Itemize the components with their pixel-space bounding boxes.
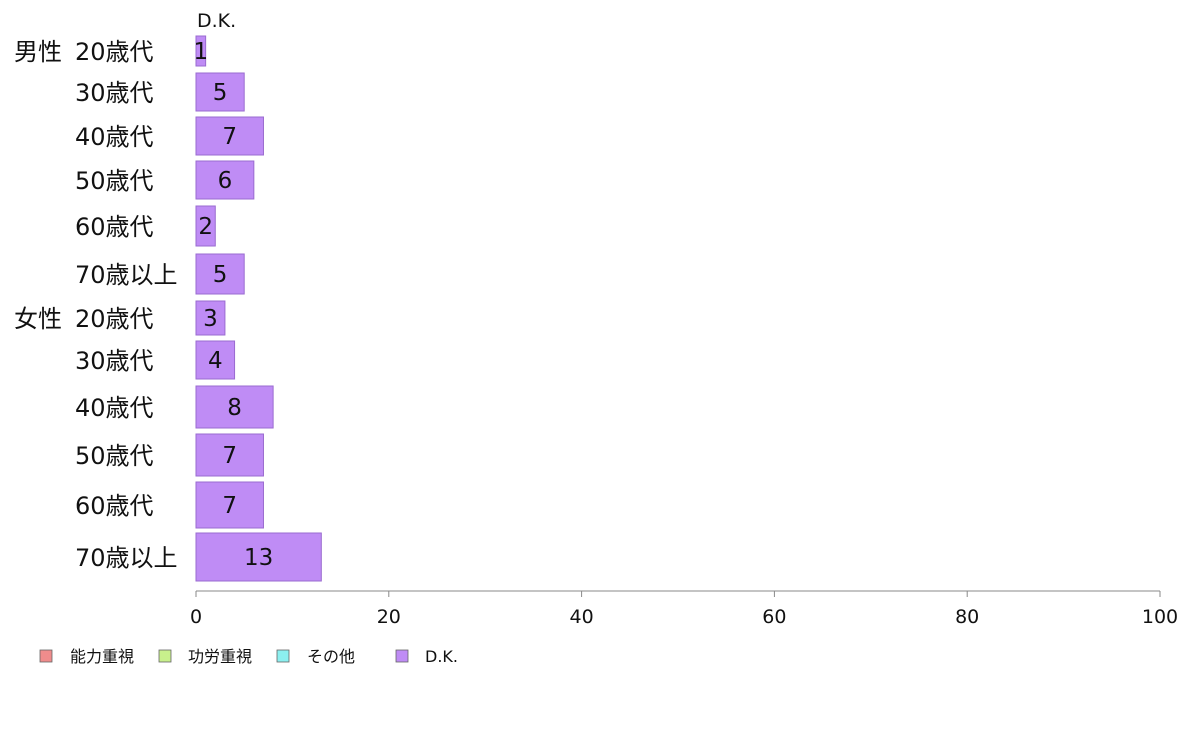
category-label: 60歳代 [75,492,154,520]
series-title: D.K. [197,10,236,32]
x-tick-label: 100 [1142,606,1178,628]
legend-swatch [276,649,290,663]
bar [195,116,264,156]
bar-value-label: 7 [222,124,237,150]
bar-value-label: 7 [222,443,237,469]
bar [195,205,216,247]
bar-value-label: 1 [193,39,208,65]
legend-swatch [158,649,172,663]
bar [195,340,236,380]
bars [195,35,322,582]
legend: 能力重視 功労重視 その他 D.K. [39,647,458,666]
x-tick-label: 0 [190,606,202,628]
bar [195,72,245,112]
bar-value-label: 7 [222,493,237,519]
category-label: 30歳代 [75,79,154,107]
bar [195,300,226,336]
category-label: 20歳代 [75,38,154,66]
category-label: 20歳代 [75,305,154,333]
bar [195,253,245,295]
bar-value-label: 8 [227,395,242,421]
group-label: 男性 [14,38,62,66]
bar [195,385,274,429]
x-tick-label: 40 [570,606,594,628]
bar-value-label: 5 [213,80,228,106]
bar-value-label: 2 [198,214,213,240]
legend-label: 能力重視 [70,647,134,666]
category-label: 60歳代 [75,213,154,241]
x-tick-label: 80 [955,606,979,628]
bar-value-label: 6 [218,168,233,194]
category-label: 40歳代 [75,394,154,422]
group-label: 女性 [14,305,62,333]
category-label: 40歳代 [75,123,154,151]
bar-value-label: 13 [244,545,273,571]
bar [195,160,255,200]
bar-value-label: 4 [208,348,223,374]
bar-value-label: 3 [203,306,218,332]
x-tick-label: 20 [377,606,401,628]
category-label: 70歳以上 [75,261,178,289]
category-label: 50歳代 [75,167,154,195]
legend-label: D.K. [425,647,458,666]
legend-label: その他 [307,647,355,666]
category-label: 50歳代 [75,442,154,470]
legend-label: 功労重視 [188,647,252,666]
x-axis: 0 20 40 60 80 100 [190,590,1178,628]
legend-swatch [39,649,53,663]
x-tick-label: 60 [762,606,786,628]
bar-value-label: 5 [213,262,228,288]
category-label: 70歳以上 [75,544,178,572]
bar [195,433,264,477]
legend-swatch [395,649,409,663]
bar [195,532,322,582]
bar [195,481,264,529]
category-labels: 20歳代 30歳代 40歳代 50歳代 60歳代 70歳以上 20歳代 30歳代 40歳代 50歳… [75,38,178,572]
bar [195,35,207,67]
category-label: 30歳代 [75,347,154,375]
